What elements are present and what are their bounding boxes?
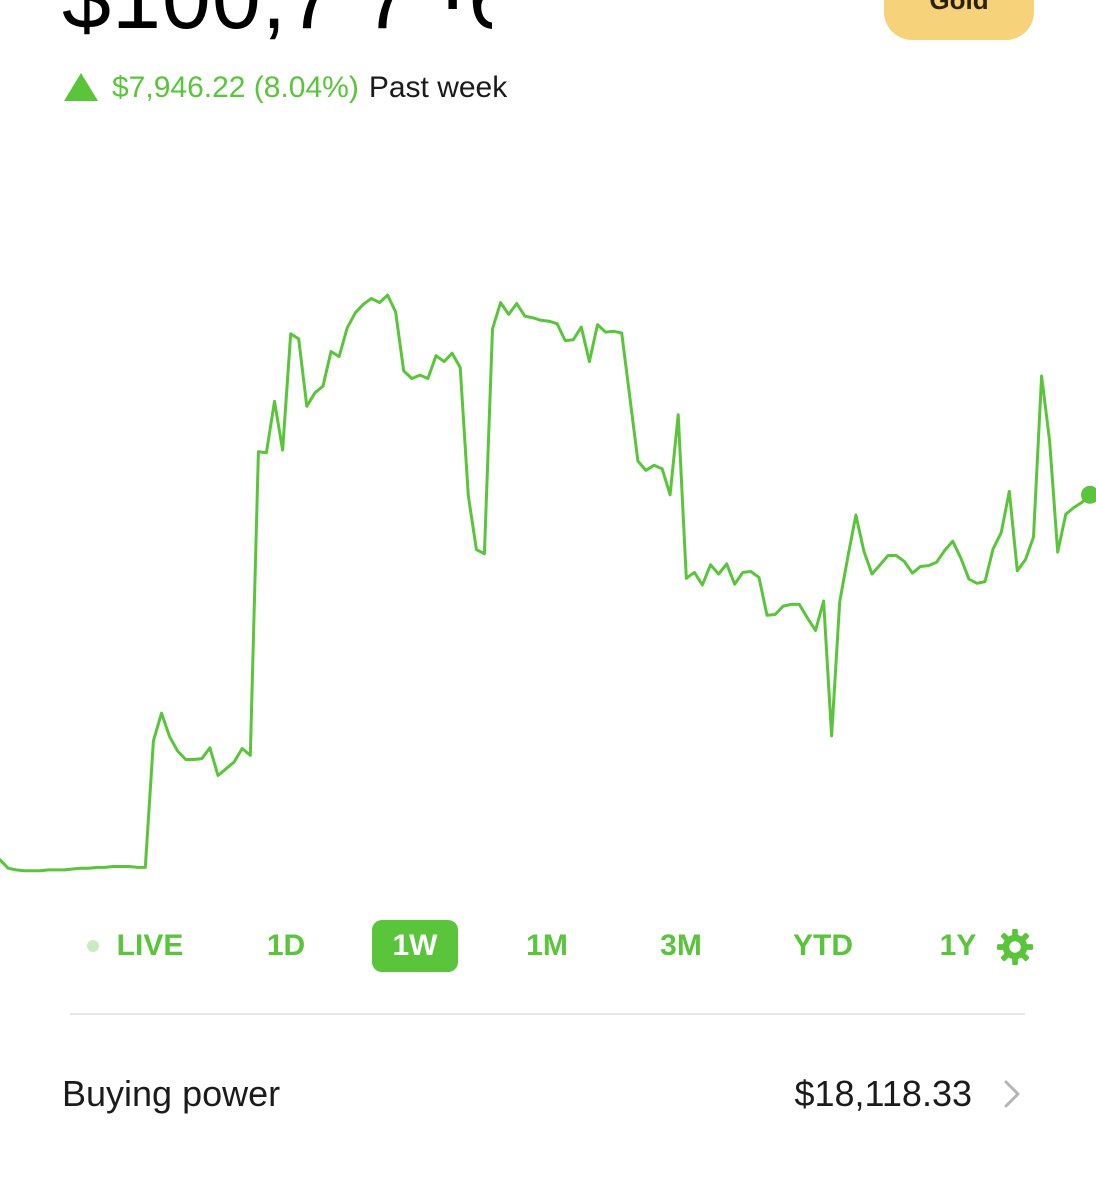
tab-live[interactable]: LIVE: [80, 918, 190, 974]
chevron-right-icon: [1004, 1080, 1020, 1108]
price-line: [0, 293, 1092, 873]
tab-3m[interactable]: 3M: [648, 918, 714, 974]
tab-ytd-label: YTD: [793, 929, 853, 962]
buying-power-label: Buying power: [62, 1073, 281, 1114]
tab-1m[interactable]: 1M: [515, 918, 579, 974]
change-amount: $7,946.22 (8.04%): [112, 71, 359, 104]
live-dot-icon: [86, 940, 99, 952]
tab-ytd[interactable]: YTD: [784, 918, 862, 974]
tab-1y[interactable]: 1Y: [930, 918, 986, 974]
tab-1w-label: 1W: [392, 929, 438, 962]
gear-icon[interactable]: [996, 928, 1034, 966]
tab-1d-label: 1D: [266, 929, 306, 962]
portfolio-value: $100,7 7 ·6: [62, 0, 492, 42]
divider: [70, 1013, 1025, 1015]
tab-1d[interactable]: 1D: [255, 918, 317, 974]
tab-1y-label: 1Y: [939, 929, 977, 962]
up-triangle-icon: [64, 73, 98, 101]
buying-power-value: $18,118.33: [794, 1073, 972, 1114]
tab-3m-label: 3M: [660, 929, 702, 962]
range-selector: LIVE 1D 1W 1M 3M YTD 1Y: [0, 918, 1096, 976]
portfolio-chart-svg[interactable]: [0, 120, 1096, 920]
portfolio-chart[interactable]: [0, 120, 1096, 920]
buying-power-row[interactable]: Buying power $18,118.33: [62, 1065, 1034, 1125]
tab-1m-label: 1M: [526, 929, 568, 962]
tab-live-label: LIVE: [116, 929, 184, 962]
portfolio-change: $7,946.22 (8.04%) Past week: [64, 70, 507, 106]
gold-button[interactable]: Gold: [884, 0, 1034, 40]
tab-1w[interactable]: 1W: [372, 920, 458, 972]
change-period: Past week: [368, 71, 508, 104]
current-price-dot: [1081, 485, 1096, 504]
